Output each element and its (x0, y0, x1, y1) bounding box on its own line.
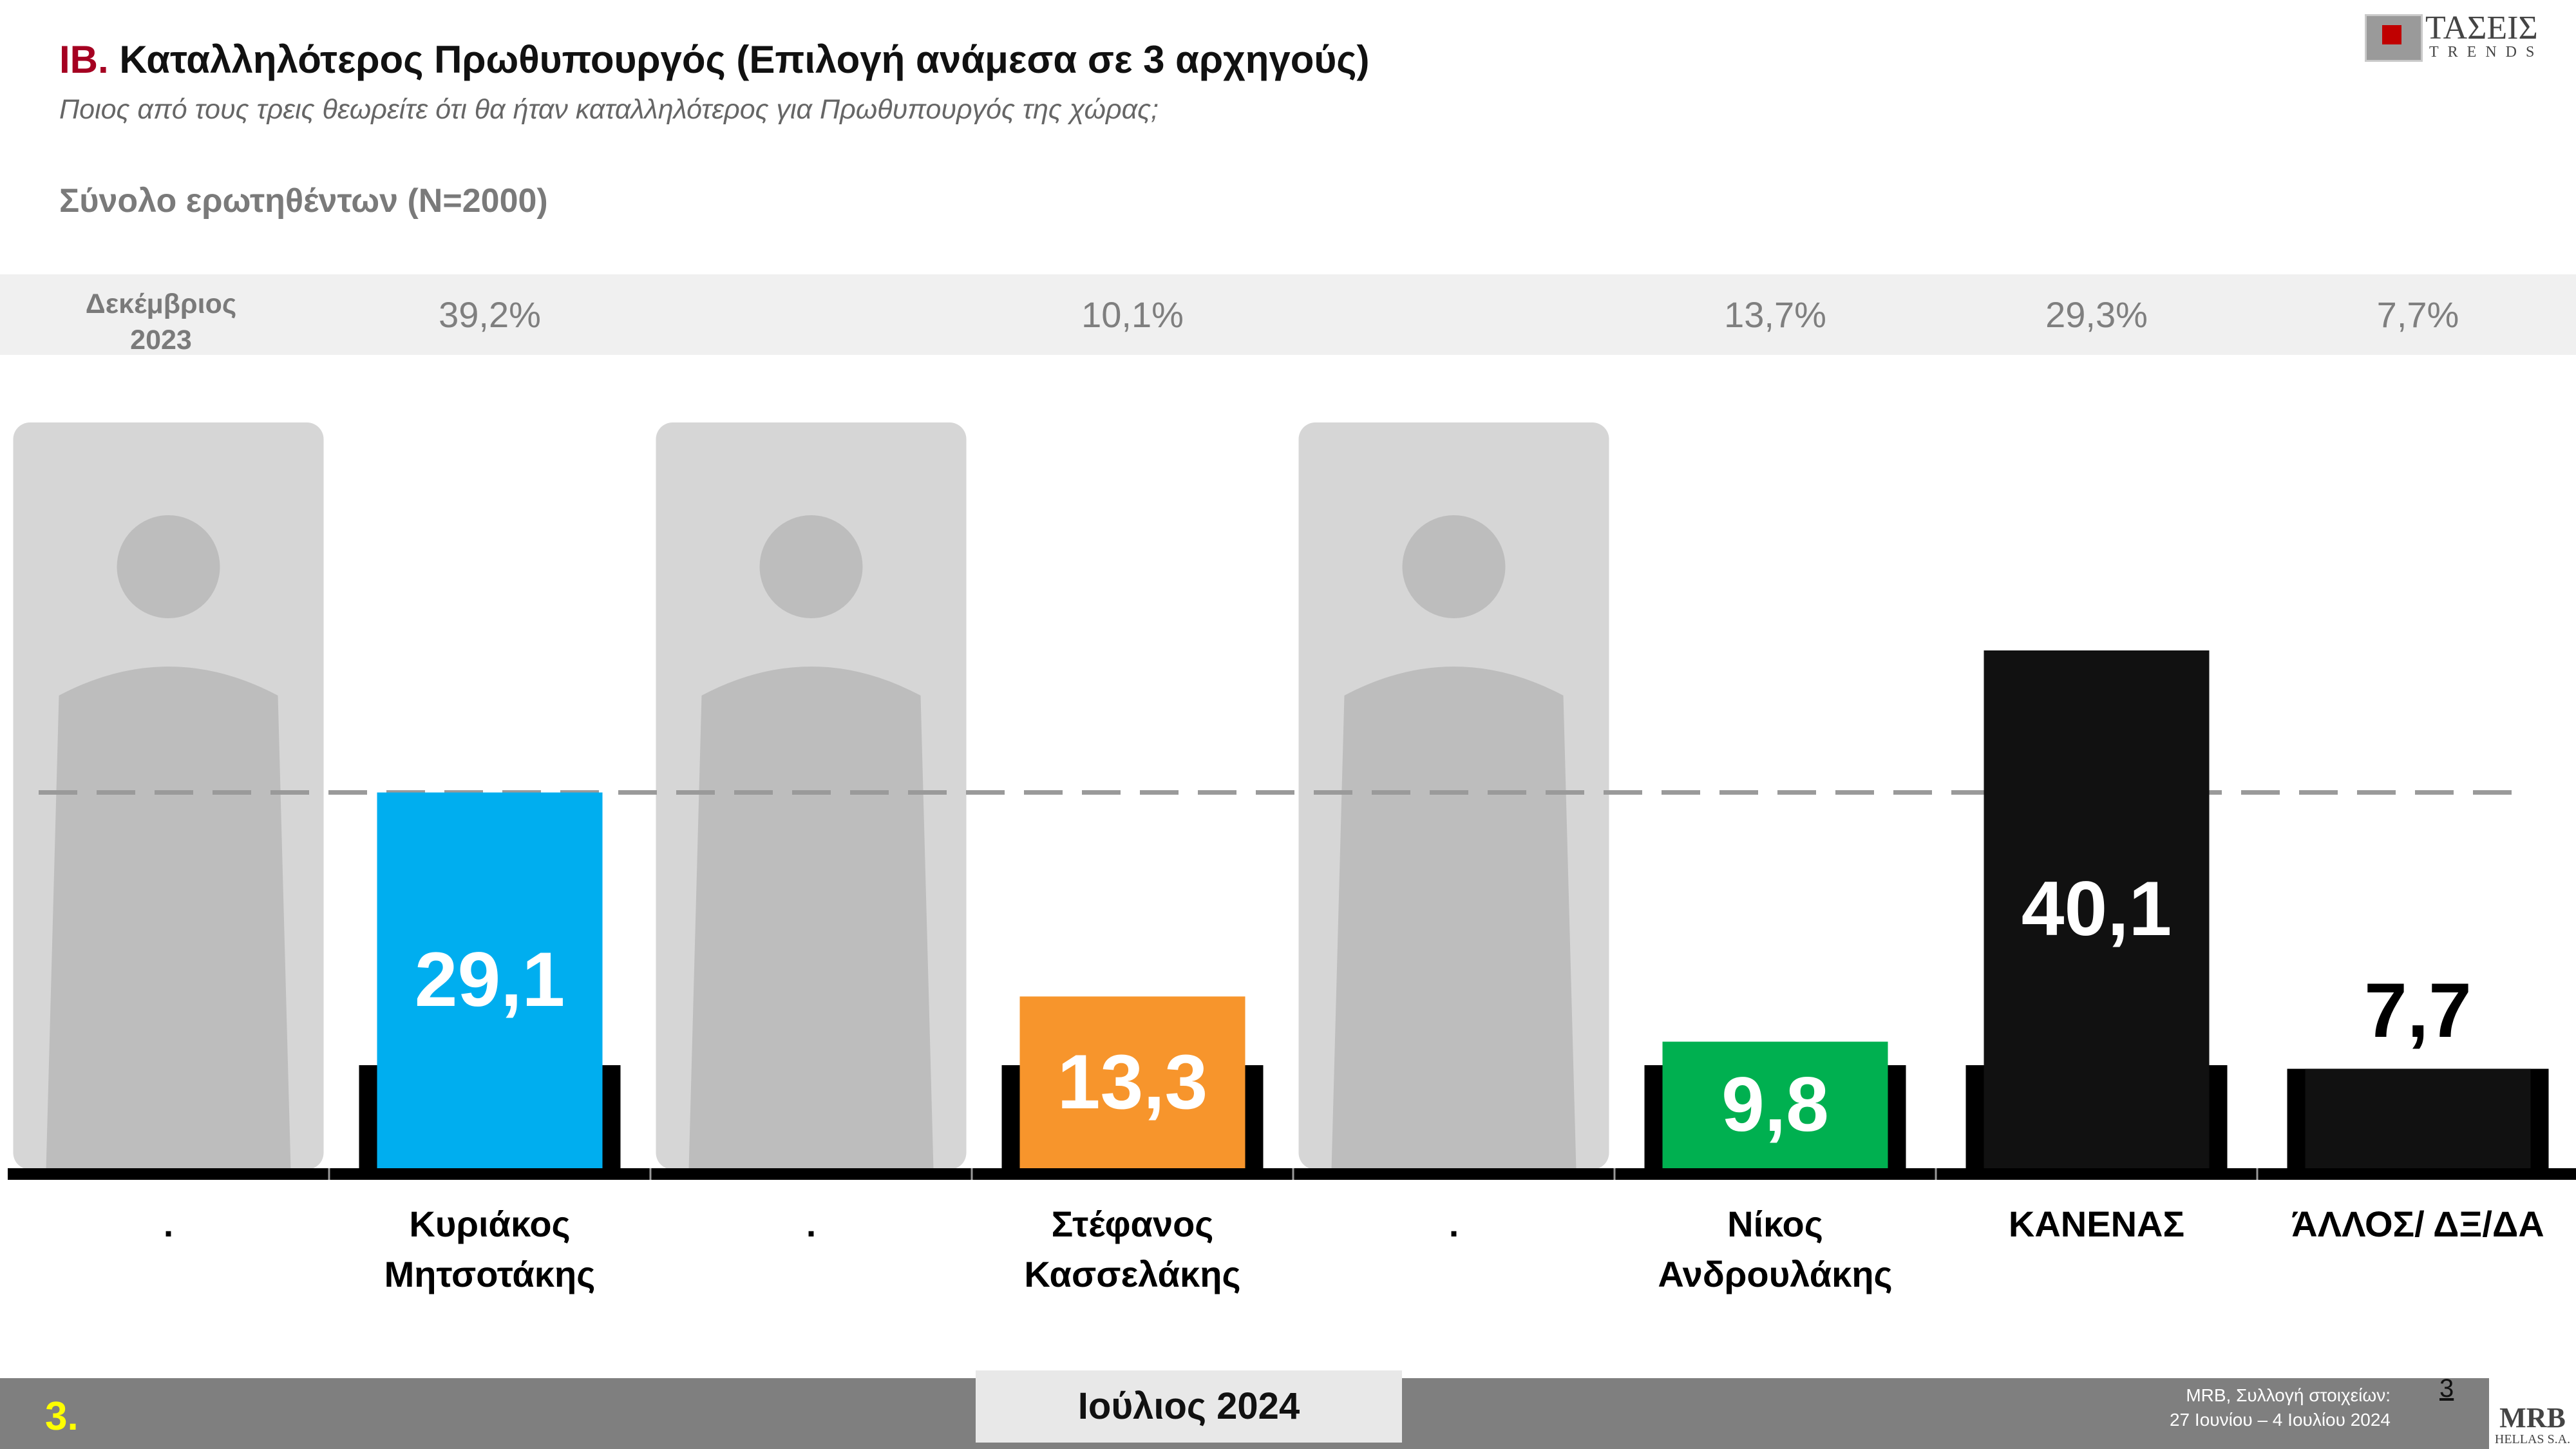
bar (377, 792, 603, 1168)
previous-label: Δεκέμβριος 2023 (85, 289, 237, 355)
bar (2305, 1068, 2531, 1168)
previous-value: 39,2% (439, 294, 541, 335)
period: Ιούλιος 2024 (976, 1370, 1402, 1443)
section-number: 3. (45, 1394, 79, 1439)
previous-value: 10,1% (1081, 294, 1184, 335)
bar (1984, 650, 2210, 1168)
category-label: Νίκος Ανδρουλάκης (1658, 1204, 1893, 1294)
title: IB. Καταλληλότερος Πρωθυπουργός (Επιλογή… (59, 37, 1369, 82)
photo-body (1331, 667, 1577, 1170)
title-tag: IB. (59, 38, 109, 81)
logo-icon (2365, 14, 2423, 62)
brand-logo: MRB HELLAS S.A. (2489, 1378, 2576, 1449)
photo-body (688, 667, 934, 1170)
category-label: . (1448, 1204, 1459, 1244)
value-label: 7,7 (2364, 967, 2472, 1054)
category-label: Στέφανος Κασσελάκης (1024, 1204, 1241, 1294)
value-label: 9,8 (1721, 1061, 1829, 1148)
photo-body (46, 667, 291, 1170)
brand: MRB (2499, 1402, 2566, 1434)
category-label: . (806, 1204, 817, 1244)
value-label: 40,1 (2021, 865, 2172, 952)
subtitle: Ποιος από τους τρεις θεωρείτε ότι θα ήτα… (59, 94, 1159, 125)
category-label: . (163, 1204, 174, 1244)
previous-strip (0, 274, 2576, 355)
source-line: 27 Ιουνίου – 4 Ιουλίου 2024 (2169, 1410, 2391, 1430)
category-label: ΚΑΝΕΝΑΣ (2008, 1204, 2185, 1244)
previous-value: 7,7% (2376, 294, 2459, 335)
previous-value: 13,7% (1724, 294, 1826, 335)
title-text: Καταλληλότερος Πρωθυπουργός (Επιλογή ανά… (119, 38, 1370, 81)
photo-head (1402, 515, 1506, 618)
bar (1662, 1041, 1888, 1168)
photo-head (759, 515, 863, 618)
previous-value: 29,3% (2045, 294, 2148, 335)
category-label: Κυριάκος Μητσοτάκης (384, 1204, 596, 1294)
logo-sub: TRENDS (2429, 44, 2544, 61)
bar (1019, 996, 1245, 1168)
photo-head (117, 515, 220, 618)
source-line: MRB, Συλλογή στοιχείων: (2186, 1385, 2391, 1405)
sample: Σύνολο ερωτηθέντων (N=2000) (59, 182, 548, 220)
source: MRB, Συλλογή στοιχείων: 27 Ιουνίου – 4 Ιο… (2170, 1383, 2391, 1432)
category-label: ΆΛΛΟΣ/ ΔΞ/ΔΑ (2291, 1204, 2544, 1244)
brand-sub: HELLAS S.A. (2494, 1432, 2571, 1446)
page-number: 3 (2439, 1374, 2454, 1403)
baseline (8, 1168, 2576, 1180)
logo-main: ΤΑΣΕΙΣ (2425, 10, 2538, 46)
value-label: 13,3 (1057, 1038, 1208, 1125)
value-label: 29,1 (414, 936, 565, 1023)
